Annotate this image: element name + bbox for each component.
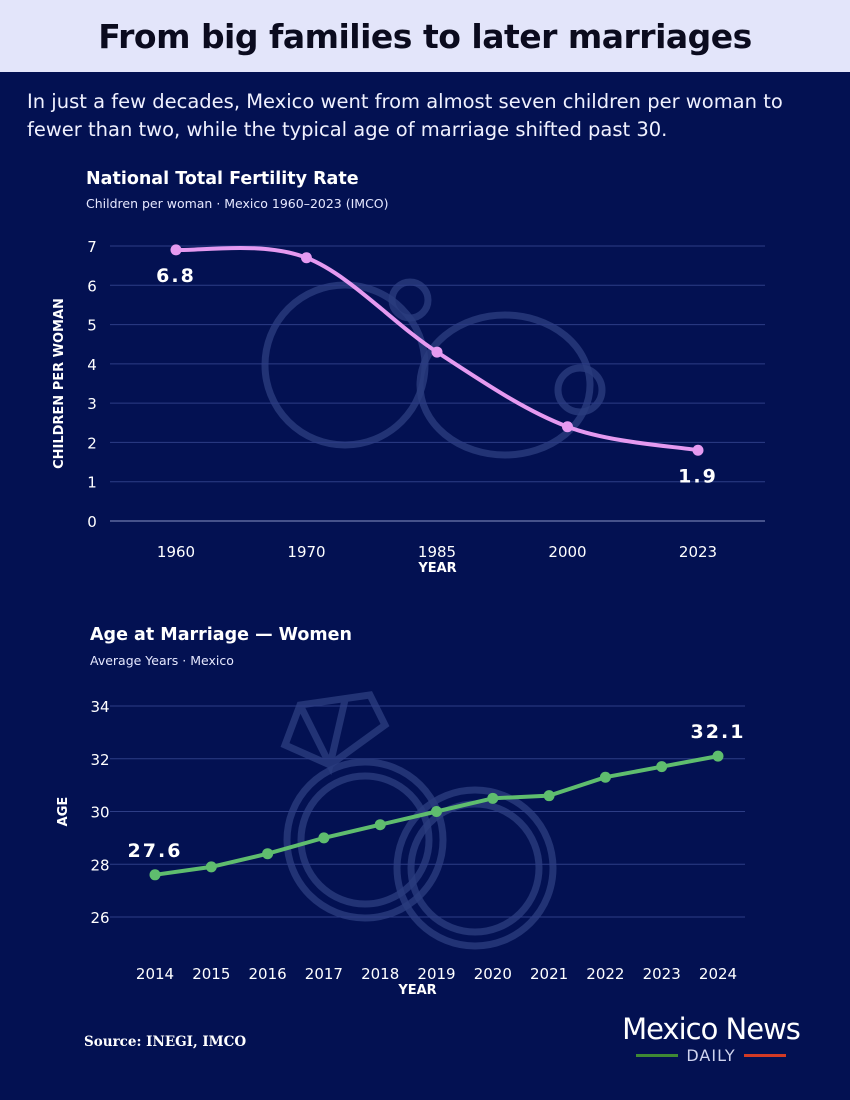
- y-tick-label: 2: [87, 434, 97, 452]
- data-point: [374, 819, 386, 831]
- x-tick-label: 2016: [249, 965, 287, 983]
- wedding-rings-icon: [280, 691, 557, 950]
- chart1-title: National Total Fertility Rate: [86, 169, 359, 189]
- chart2-title: Age at Marriage — Women: [90, 625, 352, 645]
- x-tick-label: 2020: [474, 965, 512, 983]
- source-note: Source: INEGI, IMCO: [84, 1034, 247, 1050]
- data-point: [712, 750, 724, 762]
- x-tick-label: 2019: [417, 965, 455, 983]
- x-tick-label: 2022: [586, 965, 624, 983]
- baby-hand: [388, 278, 432, 322]
- x-tick-label: 2024: [699, 965, 737, 983]
- logo-name: Mexico News: [622, 1012, 801, 1046]
- data-point: [562, 421, 573, 433]
- y-tick-label: 5: [87, 317, 97, 335]
- x-tick-label: 2000: [548, 543, 586, 561]
- data-point: [205, 861, 217, 873]
- ring-left-inner: [297, 772, 433, 908]
- data-label: 27.6: [128, 840, 183, 862]
- y-tick-label: 26: [90, 909, 109, 927]
- y-tick-label: 3: [87, 395, 97, 413]
- logo-tag: DAILY: [686, 1046, 736, 1065]
- ring-diamond: [280, 691, 390, 776]
- x-tick-label: 2015: [192, 965, 230, 983]
- data-label: 1.9: [678, 465, 718, 487]
- x-tick-label: 2021: [530, 965, 568, 983]
- ring-left: [283, 758, 447, 922]
- x-tick-label: 1960: [157, 543, 195, 561]
- x-tick-label: 1985: [418, 543, 456, 561]
- data-point: [431, 806, 442, 817]
- y-tick-label: 34: [90, 698, 109, 716]
- data-point: [149, 869, 161, 881]
- x-tick-label: 2023: [643, 965, 681, 983]
- baby-head: [261, 281, 429, 449]
- x-tick-label: 2023: [679, 543, 717, 561]
- y-tick-label: 1: [87, 474, 97, 492]
- data-label: 6.8: [156, 265, 196, 287]
- data-point: [543, 790, 555, 802]
- chart2-subtitle: Average Years · Mexico: [90, 653, 234, 668]
- y-tick-label: 0: [87, 513, 97, 531]
- data-label: 32.1: [691, 721, 746, 743]
- y-tick-label: 4: [87, 356, 97, 374]
- header-banner: From big families to later marriages: [0, 0, 850, 72]
- logo-red-bar: [743, 1054, 786, 1057]
- data-point: [487, 792, 499, 804]
- x-tick-label: 2017: [305, 965, 343, 983]
- x-tick-label: 1970: [287, 543, 325, 561]
- x-axis-title: YEAR: [397, 983, 436, 998]
- data-point: [301, 252, 312, 264]
- baby-foot: [554, 364, 606, 416]
- data-point: [599, 771, 611, 783]
- y-tick-label: 30: [90, 804, 109, 822]
- data-point: [692, 444, 704, 456]
- ring-right-inner: [407, 800, 543, 936]
- page-title: From big families to later marriages: [98, 16, 752, 56]
- x-axis-title: YEAR: [417, 561, 456, 576]
- y-tick-label: 32: [90, 751, 109, 769]
- y-axis-title: CHILDREN PER WOMAN: [52, 298, 67, 469]
- data-point: [431, 346, 443, 358]
- y-axis-title: AGE: [56, 797, 71, 827]
- x-tick-label: 2018: [361, 965, 399, 983]
- data-point: [318, 832, 330, 844]
- y-tick-label: 28: [90, 856, 109, 874]
- data-point: [170, 244, 182, 256]
- logo: Mexico News DAILY: [606, 1012, 816, 1065]
- ring-right: [393, 786, 557, 950]
- logo-green-bar: [636, 1054, 679, 1057]
- y-tick-label: 7: [87, 238, 97, 256]
- data-point: [262, 848, 274, 860]
- baby-body: [416, 311, 594, 459]
- y-tick-label: 6: [87, 277, 97, 295]
- data-point: [656, 761, 668, 773]
- page-subtitle: In just a few decades, Mexico went from …: [27, 90, 783, 141]
- chart1-subtitle: Children per woman · Mexico 1960–2023 (I…: [86, 196, 389, 211]
- x-tick-label: 2014: [136, 965, 174, 983]
- baby-icon: [261, 278, 606, 459]
